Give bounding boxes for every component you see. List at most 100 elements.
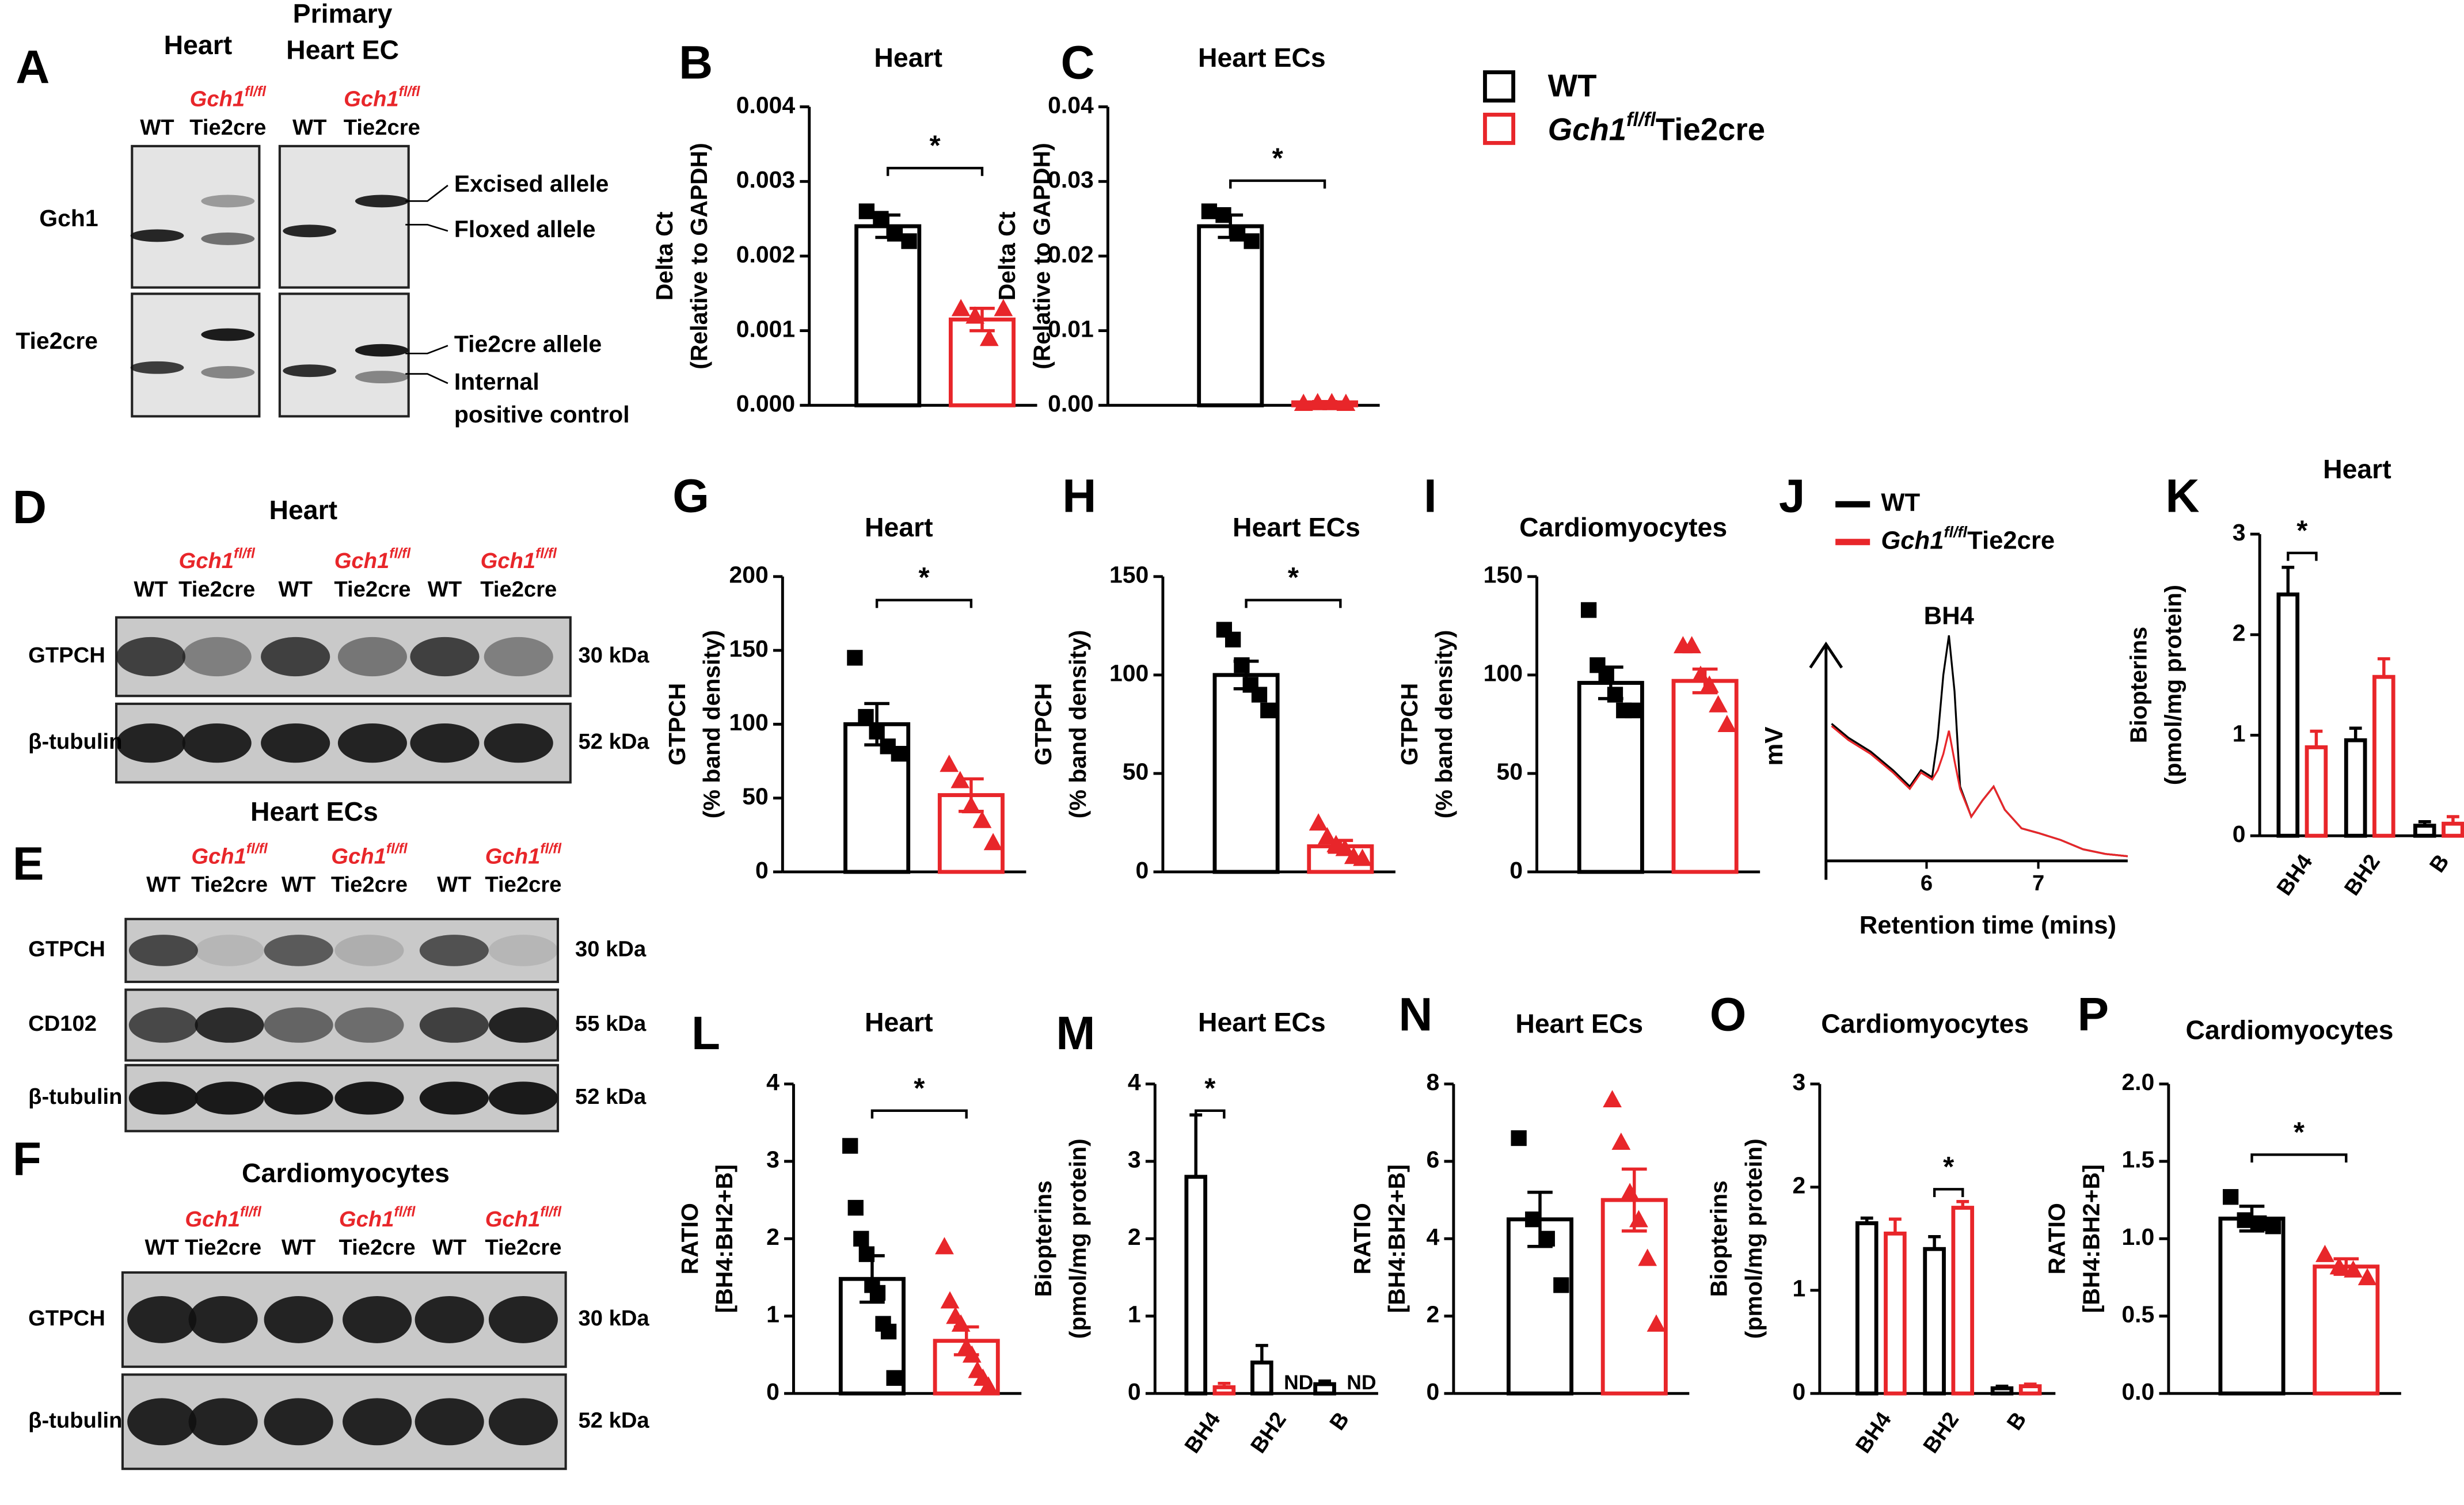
band xyxy=(201,328,255,341)
data-point xyxy=(979,329,999,346)
significance-label: * xyxy=(918,562,930,593)
y-tick-label: 1 xyxy=(766,1301,779,1328)
data-point xyxy=(2329,1257,2349,1275)
y-axis-label: Delta Ct xyxy=(651,211,678,300)
lane-label: Tie2cre xyxy=(485,1235,561,1260)
y-tick-label: 3 xyxy=(2233,519,2246,546)
bar xyxy=(1577,681,1644,874)
data-point xyxy=(858,708,874,725)
data-point xyxy=(1682,636,1702,654)
gene-name: Gch1 xyxy=(334,548,390,573)
lane-label: Tie2cre xyxy=(178,577,255,601)
y-tick-label: 4 xyxy=(1128,1069,1141,1095)
y-axis-label: GTPCH xyxy=(1396,683,1423,765)
superscript: fl/fl xyxy=(240,1205,262,1220)
chart-title: Heart xyxy=(865,512,933,542)
data-point xyxy=(1294,393,1313,412)
bar xyxy=(2372,675,2395,838)
data-point xyxy=(1322,393,1341,410)
chart-title: Cardiomyocytes xyxy=(1519,512,1727,542)
data-point xyxy=(1260,702,1276,719)
significance-bracket xyxy=(1229,179,1326,189)
row-label: GTPCH xyxy=(28,1306,105,1331)
band xyxy=(264,1081,333,1115)
y-tick-label: 1 xyxy=(2233,720,2246,746)
significance-label: * xyxy=(930,131,941,162)
band xyxy=(264,1007,333,1043)
data-point xyxy=(972,810,992,828)
chart-title: Heart ECs xyxy=(1515,1009,1643,1039)
y-tick-label: 0.0 xyxy=(2121,1378,2154,1405)
data-point xyxy=(2223,1189,2239,1205)
bar xyxy=(2305,745,2328,838)
y-axis-label: Delta Ct xyxy=(994,211,1020,300)
significance-bracket xyxy=(875,599,973,608)
chart-title: Heart ECs xyxy=(1198,43,1326,73)
x-tick-label: BH4 xyxy=(2272,849,2317,900)
y-tick-label: 1.0 xyxy=(2121,1224,2154,1250)
y-axis-label: RATIO xyxy=(1349,1203,1375,1274)
band xyxy=(128,1007,198,1043)
gene-name: Gch1 xyxy=(185,1207,240,1232)
data-point xyxy=(858,203,875,219)
bar xyxy=(1990,1386,2014,1396)
superscript: fl/fl xyxy=(1626,109,1656,131)
band xyxy=(488,1007,558,1043)
lane-label: WT xyxy=(278,577,312,601)
y-tick-label: 50 xyxy=(1123,759,1149,785)
y-tick-label: 0 xyxy=(755,857,769,883)
bar xyxy=(2276,592,2300,838)
bar xyxy=(1212,673,1280,874)
data-point xyxy=(869,1285,886,1301)
suffix: Tie2cre xyxy=(1967,526,2055,554)
y-tick-label: 0.02 xyxy=(1048,241,1094,268)
panel-letter: E xyxy=(13,837,44,890)
data-point xyxy=(1580,602,1597,618)
band xyxy=(484,637,553,677)
lane-label: Gch1fl/fl xyxy=(190,85,267,112)
data-point xyxy=(1709,695,1728,713)
panel-letter: G xyxy=(672,470,709,523)
y-axis-label: Biopterins xyxy=(1030,1180,1056,1297)
chart-title: Cardiomyocytes xyxy=(2186,1015,2394,1045)
bar xyxy=(1951,1206,1975,1396)
data-line xyxy=(1831,725,2128,858)
y-tick-label: 0.001 xyxy=(736,315,795,342)
bar xyxy=(1671,679,1739,874)
band xyxy=(410,723,480,763)
legend-label: Gch1fl/flTie2cre xyxy=(1881,523,2055,555)
panel-letter: L xyxy=(691,1007,720,1060)
band xyxy=(128,1081,198,1115)
superscript: fl/fl xyxy=(535,546,557,562)
band xyxy=(283,224,337,238)
data-point xyxy=(1611,1132,1631,1150)
panel-letter: N xyxy=(1398,988,1432,1041)
bar xyxy=(937,793,1005,874)
y-tick-label: 150 xyxy=(729,635,768,662)
band xyxy=(337,637,407,677)
data-point xyxy=(1598,667,1614,683)
gene-name: Gch1 xyxy=(191,844,246,868)
data-point xyxy=(1553,1277,1569,1293)
x-tick-label: B xyxy=(2425,850,2454,877)
y-tick-label: 100 xyxy=(729,709,768,736)
legend-swatch xyxy=(1483,112,1516,145)
band xyxy=(337,723,407,763)
y-axis-label: (Relative to GAPDH) xyxy=(686,143,712,369)
data-point xyxy=(869,723,885,740)
y-tick-label: 2 xyxy=(1427,1301,1440,1328)
superscript: fl/fl xyxy=(540,1205,562,1220)
superscript: fl/fl xyxy=(394,1205,416,1220)
data-point xyxy=(847,650,863,666)
data-point xyxy=(842,1138,858,1154)
gel-title: Primary xyxy=(293,0,393,29)
y-axis-label: (% band density) xyxy=(1064,630,1091,819)
data-point xyxy=(983,833,1003,851)
annotation: Tie2cre allele xyxy=(454,330,602,357)
data-point xyxy=(1335,839,1355,856)
size-label: 52 kDa xyxy=(578,1408,649,1432)
y-axis-label: Biopterins xyxy=(2125,627,2152,743)
bar xyxy=(1855,1221,1879,1396)
blot-image xyxy=(115,616,572,698)
